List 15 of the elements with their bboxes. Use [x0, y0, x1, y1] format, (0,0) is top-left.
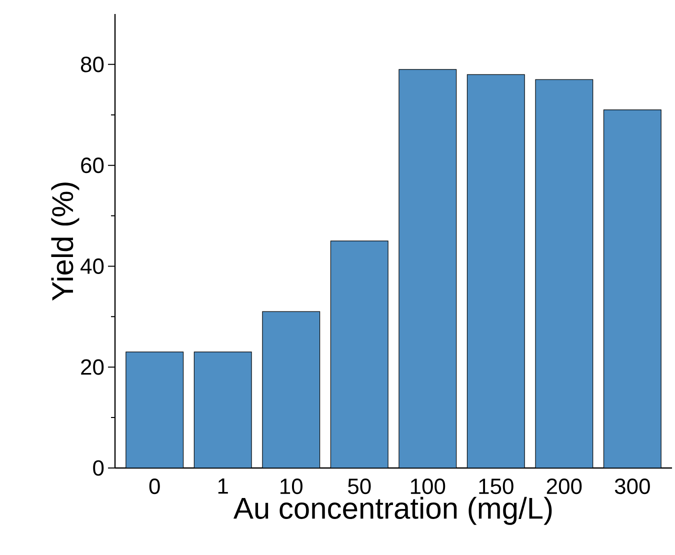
x-axis-title: Au concentration (mg/L): [233, 496, 552, 525]
x-tick-label: 150: [479, 478, 514, 494]
x-tick-label: 100: [410, 478, 446, 494]
x-tick-label: 1: [218, 478, 228, 494]
y-tick-label: 60: [81, 158, 104, 174]
y-tick-label: 80: [80, 56, 104, 72]
y-axis-title: Yield (%): [51, 182, 80, 301]
x-tick-label: 300: [614, 478, 650, 494]
y-tick-label: 0: [93, 460, 104, 476]
x-tick-label: 50: [348, 478, 371, 494]
y-tick-label: 40: [80, 258, 104, 274]
x-tick-label: 10: [280, 478, 302, 494]
x-tick-label: 0: [149, 478, 160, 494]
x-tick-label: 200: [546, 478, 582, 494]
y-tick-label: 20: [81, 359, 104, 375]
